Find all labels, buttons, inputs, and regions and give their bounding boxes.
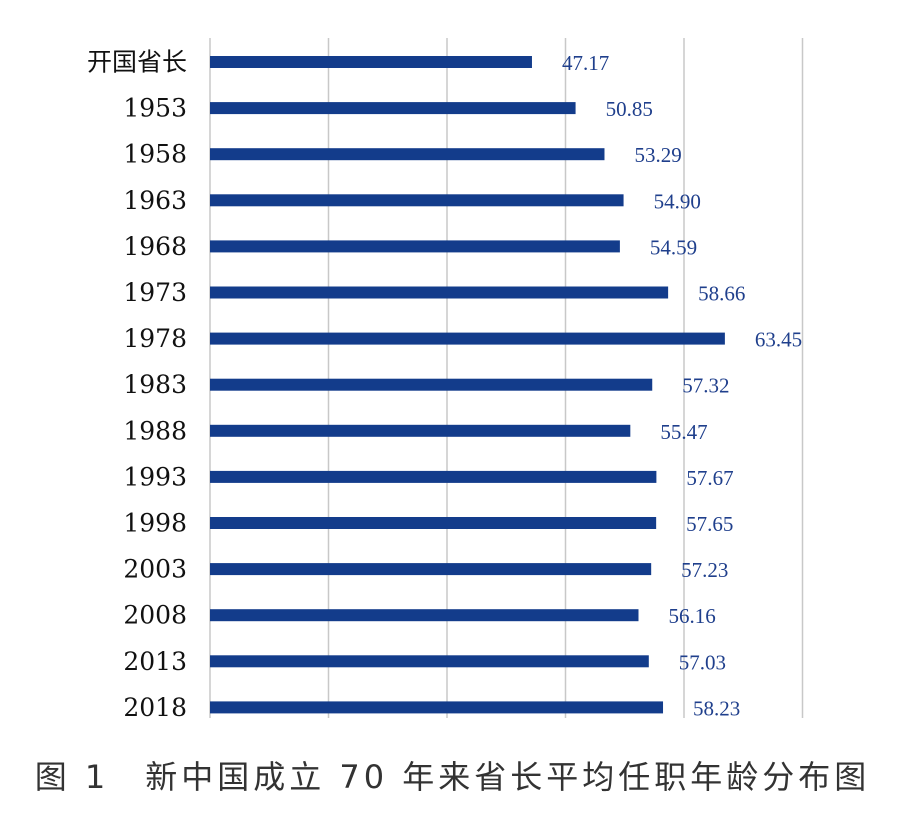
bar: [210, 378, 653, 391]
value-label: 54.90: [654, 189, 701, 213]
category-label: 1958: [123, 140, 187, 169]
bar: [210, 470, 657, 483]
category-labels: 开国省长 1953 1958 1963 1968 1973 1978 1983 1988 1993…: [87, 48, 187, 722]
bars: [210, 56, 725, 714]
category-label: 2003: [123, 555, 187, 584]
category-label: 1953: [123, 94, 187, 123]
value-label: 54.59: [650, 235, 697, 259]
bar: [210, 517, 657, 529]
category-label: 1993: [123, 462, 187, 491]
bar: [210, 240, 620, 253]
category-label: 开国省长: [87, 48, 187, 77]
bar: [210, 563, 652, 576]
value-label: 57.03: [679, 650, 726, 674]
value-label: 57.32: [682, 374, 729, 398]
bar: [210, 56, 532, 68]
value-label: 58.23: [693, 696, 740, 720]
category-label: 2013: [123, 647, 187, 676]
value-label: 50.85: [606, 97, 653, 121]
category-label: 1978: [123, 324, 187, 353]
bar: [210, 424, 631, 437]
bar: [210, 148, 605, 161]
category-label: 1983: [123, 370, 187, 399]
category-label: 1998: [123, 509, 187, 538]
value-label: 55.47: [660, 420, 707, 444]
value-label: 57.23: [681, 558, 728, 582]
bar: [210, 102, 576, 115]
value-label: 56.16: [668, 604, 715, 628]
bar: [210, 655, 649, 668]
category-label: 1968: [123, 232, 187, 261]
category-label: 1973: [123, 278, 187, 307]
figure-caption: 图 1 新中国成立 70 年来省长平均任职年龄分布图: [34, 758, 871, 796]
value-label: 58.66: [698, 282, 745, 306]
bar: [210, 332, 725, 345]
category-label: 1988: [123, 416, 187, 445]
bar: [210, 286, 669, 299]
value-label: 63.45: [755, 328, 802, 352]
bar: [210, 701, 664, 714]
category-label: 2008: [123, 601, 187, 630]
bar: [210, 194, 624, 207]
bar: [210, 609, 639, 622]
value-label: 47.17: [562, 51, 609, 75]
bar-chart: 开国省长 1953 1958 1963 1968 1973 1978 1983 1988 1993…: [87, 38, 804, 722]
value-label: 57.67: [686, 466, 733, 490]
value-label: 53.29: [634, 143, 681, 167]
category-label: 2018: [123, 693, 187, 722]
value-label: 57.65: [686, 512, 733, 536]
category-label: 1963: [123, 186, 187, 215]
